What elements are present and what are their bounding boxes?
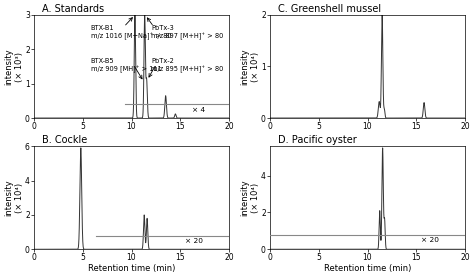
Y-axis label: intensity
(× 10⁴): intensity (× 10⁴) bbox=[4, 179, 24, 216]
X-axis label: Retention time (min): Retention time (min) bbox=[324, 264, 411, 273]
Text: × 20: × 20 bbox=[185, 238, 203, 244]
Text: × 4: × 4 bbox=[192, 107, 205, 114]
Y-axis label: intensity
(× 10³): intensity (× 10³) bbox=[4, 48, 24, 85]
Text: × 20: × 20 bbox=[421, 237, 439, 243]
Text: PbTx-2
m/z 895 [M+H]⁺ > 80: PbTx-2 m/z 895 [M+H]⁺ > 80 bbox=[151, 58, 223, 73]
Text: B. Cockle: B. Cockle bbox=[42, 135, 87, 145]
Text: C. Greenshell mussel: C. Greenshell mussel bbox=[278, 4, 381, 14]
Text: PbTx-3
m/z 897 [M+H]⁺ > 80: PbTx-3 m/z 897 [M+H]⁺ > 80 bbox=[151, 25, 223, 40]
Text: BTX-B1
m/z 1016 [M−Na]⁺ > 80: BTX-B1 m/z 1016 [M−Na]⁺ > 80 bbox=[91, 25, 171, 40]
Text: D. Pacific oyster: D. Pacific oyster bbox=[278, 135, 356, 145]
Y-axis label: intensity
(× 10⁴): intensity (× 10⁴) bbox=[240, 48, 260, 85]
X-axis label: Retention time (min): Retention time (min) bbox=[88, 264, 175, 273]
Text: A. Standards: A. Standards bbox=[42, 4, 104, 14]
Text: BTX-B5
m/z 909 [MH]⁺ > 111: BTX-B5 m/z 909 [MH]⁺ > 111 bbox=[91, 58, 161, 73]
Y-axis label: intensity
(× 10⁴): intensity (× 10⁴) bbox=[240, 179, 260, 216]
